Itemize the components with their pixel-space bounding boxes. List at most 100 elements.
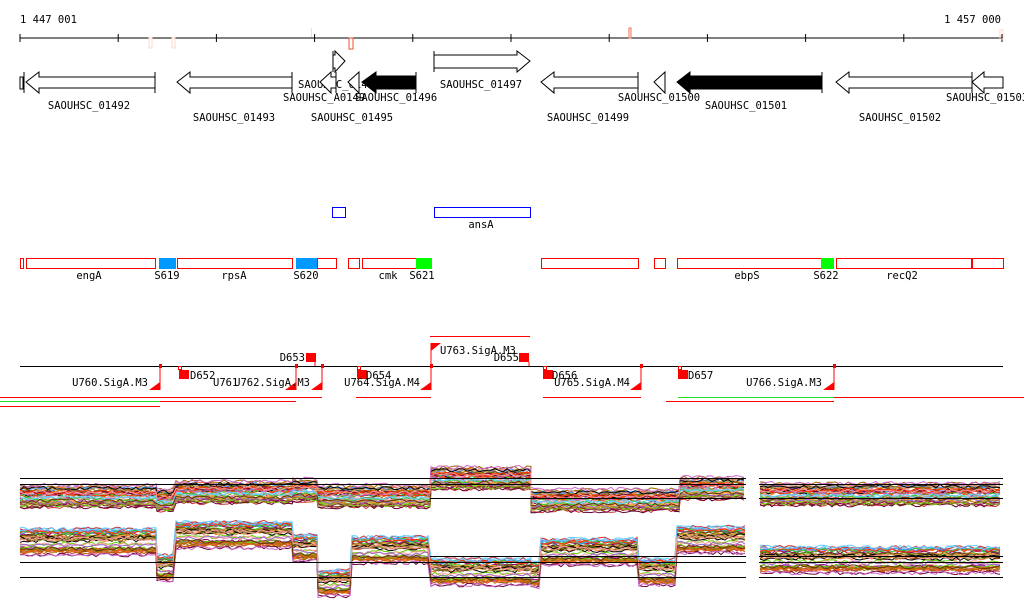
segment-rpsA[interactable] bbox=[177, 258, 293, 269]
segment-label: rpsA bbox=[221, 270, 247, 282]
axis-start-label: 1 447 001 bbox=[20, 14, 77, 26]
tss-marker bbox=[321, 364, 324, 368]
gene-label: SAOUHSC_01501 bbox=[705, 100, 787, 112]
gene-label: SAOUHSC_A0149 bbox=[283, 92, 365, 104]
gene-label: SAOUHSC_01497 bbox=[440, 79, 522, 91]
terminator-icon[interactable] bbox=[543, 370, 553, 379]
tss-flag-icon[interactable] bbox=[630, 382, 641, 390]
expression-gap bbox=[746, 470, 759, 595]
annotation-box[interactable] bbox=[332, 207, 346, 218]
probe-marker bbox=[348, 37, 354, 50]
segment-S619[interactable] bbox=[159, 258, 176, 269]
gene-arrow-01503[interactable] bbox=[971, 70, 1004, 95]
tss-marker bbox=[295, 364, 298, 368]
gene-arrow-01501[interactable] bbox=[676, 70, 823, 95]
probe-marker bbox=[628, 27, 632, 39]
segment-label: S621 bbox=[409, 270, 434, 282]
transcript-track: U760.SigA.M3 U761 U762.SigA.M3 U763.SigA… bbox=[0, 336, 1024, 407]
segment-label: S620 bbox=[293, 270, 318, 282]
gene-fragment[interactable] bbox=[19, 76, 24, 90]
terminator-icon[interactable] bbox=[306, 353, 316, 362]
tss-label[interactable]: U765.SigA.M4 bbox=[554, 377, 630, 389]
gene-arrow-01502[interactable] bbox=[835, 70, 973, 95]
segment-box[interactable] bbox=[654, 258, 666, 269]
gene-label: SAOUHSC_01496 bbox=[355, 92, 437, 104]
expression-profile-line bbox=[19, 477, 1001, 505]
tss-label[interactable]: U761 bbox=[213, 377, 238, 389]
segment-label: engA bbox=[76, 270, 102, 282]
tss-flag-icon[interactable] bbox=[311, 382, 322, 390]
tss-label[interactable]: U760.SigA.M3 bbox=[72, 377, 148, 389]
axis-end-label: 1 457 000 bbox=[944, 14, 1001, 26]
segment-S621[interactable] bbox=[416, 258, 432, 269]
probe-marker bbox=[171, 37, 176, 49]
gene-arrow-01497[interactable] bbox=[433, 49, 531, 74]
tss-flag-icon[interactable] bbox=[149, 382, 160, 390]
tss-label[interactable]: U762.SigA.M3 bbox=[234, 377, 310, 389]
expression-profile-line bbox=[19, 522, 1001, 576]
terminator-marker bbox=[357, 366, 361, 370]
gene-arrow-0149x[interactable] bbox=[332, 49, 346, 74]
gene-label: SAOUHSC_01493 bbox=[193, 112, 275, 124]
terminator-marker bbox=[678, 366, 682, 370]
segment-box[interactable] bbox=[972, 258, 1004, 269]
expression-profile-line bbox=[19, 519, 1001, 573]
tss-flag-icon[interactable] bbox=[420, 382, 431, 390]
tss-marker bbox=[159, 364, 162, 368]
segment-box[interactable] bbox=[541, 258, 639, 269]
tss-label[interactable]: U763.SigA.M3 bbox=[440, 345, 516, 357]
terminator-label[interactable]: D653 bbox=[280, 352, 305, 364]
terminator-icon[interactable] bbox=[678, 370, 688, 379]
gene-label: SAOUHSC_01492 bbox=[48, 100, 130, 112]
expression-profile-line bbox=[19, 472, 1001, 500]
segment-track bbox=[20, 258, 1004, 269]
gene-arrow-01500[interactable] bbox=[653, 70, 666, 95]
terminator-icon[interactable] bbox=[357, 370, 367, 379]
gene-arrow-01499[interactable] bbox=[540, 70, 639, 95]
terminator-icon[interactable] bbox=[179, 370, 189, 379]
gene-track: SAOUHSC_01492 SAOUHSC_01493 SAOUHSC_0149… bbox=[19, 49, 1024, 124]
terminator-marks bbox=[178, 353, 688, 379]
segment-box[interactable] bbox=[348, 258, 360, 269]
segment-label: S622 bbox=[813, 270, 838, 282]
terminator-label[interactable]: D652 bbox=[190, 370, 215, 382]
segment-S622[interactable] bbox=[821, 258, 834, 269]
segment-recQ2[interactable] bbox=[836, 258, 972, 269]
expression-track bbox=[19, 464, 1003, 599]
gene-arrow-01493[interactable] bbox=[176, 70, 293, 95]
tss-flag-icon[interactable] bbox=[285, 382, 296, 390]
tss-marker bbox=[833, 364, 836, 368]
gene-label: SAOUHSC_01499 bbox=[547, 112, 629, 124]
expression-profile-line bbox=[19, 523, 1001, 576]
annotation-label: ansA bbox=[468, 219, 494, 231]
tss-label[interactable]: U764.SigA.M4 bbox=[344, 377, 420, 389]
terminator-icon[interactable] bbox=[519, 353, 529, 362]
segment-label: S619 bbox=[154, 270, 179, 282]
annotation-box-ansA[interactable] bbox=[434, 207, 531, 218]
expression-profile-line bbox=[19, 539, 1001, 592]
terminator-label[interactable]: D656 bbox=[552, 370, 577, 382]
gene-arrow-01492[interactable] bbox=[25, 70, 156, 95]
terminator-label[interactable]: D654 bbox=[366, 370, 391, 382]
tss-label[interactable]: U766.SigA.M3 bbox=[746, 377, 822, 389]
gene-label: SAOUHSC_01503 bbox=[946, 92, 1024, 104]
annotation-track: ansA bbox=[332, 207, 531, 231]
expression-profile-line bbox=[19, 484, 1001, 512]
segment-ebpS[interactable] bbox=[677, 258, 822, 269]
segment-label: ebpS bbox=[734, 270, 759, 282]
tss-flag-icon[interactable] bbox=[823, 382, 834, 390]
terminator-marker bbox=[543, 366, 547, 370]
terminator-label[interactable]: D655 bbox=[494, 352, 519, 364]
tss-flags bbox=[149, 343, 836, 390]
segment-engA[interactable] bbox=[26, 258, 156, 269]
tss-flag-icon[interactable] bbox=[431, 343, 441, 351]
probe-marker bbox=[999, 29, 1004, 40]
segment-box[interactable] bbox=[317, 258, 337, 269]
terminator-label[interactable]: D657 bbox=[688, 370, 713, 382]
segment-S620[interactable] bbox=[296, 258, 317, 269]
segment-box[interactable] bbox=[20, 258, 24, 269]
probe-marker bbox=[311, 28, 312, 37]
segment-cmk[interactable] bbox=[362, 258, 417, 269]
gene-arrow-01495[interactable] bbox=[347, 70, 360, 95]
